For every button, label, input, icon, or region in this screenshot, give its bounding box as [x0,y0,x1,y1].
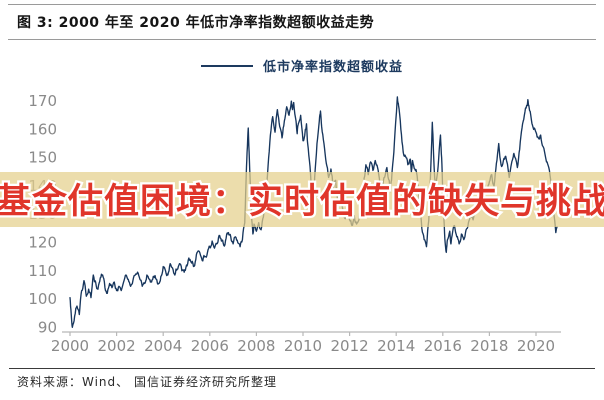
x-axis-tick-label: 2000 [51,337,89,355]
figure-title: 图 3: 2000 年至 2020 年低市净率指数超额收益走势 [17,15,375,31]
y-axis-tick-label: 160 [28,120,57,138]
chart-legend: 低市净率指数超额收益 [0,56,604,75]
x-axis-tick-label: 2014 [377,337,415,355]
y-axis-tick-label: 170 [28,92,57,110]
x-axis-tick-label: 2010 [284,337,322,355]
x-axis-tick-label: 2004 [144,337,182,355]
x-axis-tick-label: 2002 [98,337,136,355]
source-note: 资料来源：Wind、 国信证券经济研究所整理 [17,375,277,389]
legend-line-swatch [200,64,253,67]
x-axis-tick-label: 2012 [331,337,369,355]
legend-label: 低市净率指数超额收益 [262,60,403,75]
x-axis-tick-label: 2018 [470,337,508,355]
watermark-text: 基金估值困境：实时估值的缺失与挑战 [0,181,604,222]
y-axis-tick-label: 90 [38,318,57,336]
x-axis-tick-label: 2006 [191,337,229,355]
top-rule [8,4,596,5]
y-axis-tick-label: 150 [28,149,57,167]
y-axis-tick-label: 110 [28,262,57,280]
x-axis-tick-label: 2008 [237,337,275,355]
watermark-layer: 基金估值困境：实时估值的缺失与挑战 [0,179,604,225]
y-axis-tick-label: 100 [28,290,57,308]
footer-rule [9,368,595,369]
x-axis-tick-label: 2016 [424,337,462,355]
y-axis-tick-label: 120 [28,233,57,251]
x-axis-tick-label: 2020 [517,337,555,355]
title-divider-rule [8,39,596,40]
watermark-band [0,172,604,227]
